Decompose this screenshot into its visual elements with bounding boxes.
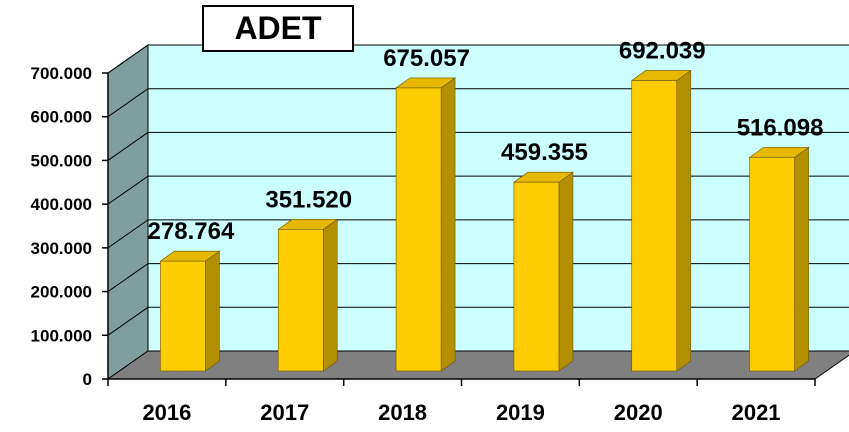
bar-side xyxy=(676,69,692,372)
bar-side xyxy=(205,250,220,372)
gridline xyxy=(107,306,849,336)
bar-side xyxy=(794,146,809,372)
y-tick-label: 200.000 xyxy=(31,283,92,302)
x-tick-label: 2020 xyxy=(614,400,663,425)
bar xyxy=(277,229,324,372)
value-label: 459.355 xyxy=(501,139,588,166)
value-labels: 278.764 351.520 675.057 459.355 692.039 516.0… xyxy=(148,37,824,245)
gridline xyxy=(107,131,849,161)
x-axis-ticks: 2016 2017 2018 2019 2020 2021 xyxy=(107,378,816,425)
gridline xyxy=(107,88,849,118)
y-tick-label: 0 xyxy=(83,370,92,389)
value-label: 516.098 xyxy=(737,114,824,141)
gridline xyxy=(107,219,849,249)
y-tick-label: 100.000 xyxy=(31,326,92,345)
gridline xyxy=(107,175,849,205)
bars xyxy=(159,69,810,372)
x-tick-label: 2016 xyxy=(142,400,191,425)
bar xyxy=(160,260,206,372)
value-label: 692.039 xyxy=(619,37,706,64)
value-label: 278.764 xyxy=(148,218,235,245)
bar xyxy=(631,80,678,372)
bar xyxy=(513,181,560,372)
y-tick-label: 600.000 xyxy=(31,108,92,127)
bar-side xyxy=(558,171,574,372)
y-tick-label: 500.000 xyxy=(31,151,92,170)
value-label: 675.057 xyxy=(383,45,470,72)
gridline xyxy=(107,44,849,74)
bar-side xyxy=(322,218,338,372)
value-label: 351.520 xyxy=(265,186,352,213)
gridline xyxy=(107,263,849,292)
x-tick-label: 2017 xyxy=(260,400,309,425)
back-wall xyxy=(147,44,849,352)
bar xyxy=(395,87,442,372)
side-wall xyxy=(107,44,149,380)
x-tick-label: 2019 xyxy=(496,400,545,425)
bar xyxy=(749,157,795,372)
y-tick-label: 300.000 xyxy=(31,239,92,258)
y-axis-ticks: 0 100.000 200.000 300.000 400.000 500.000 600.… xyxy=(31,64,109,389)
gridlines xyxy=(107,44,849,336)
chart-title-text: ADET xyxy=(234,10,322,46)
chart-title: ADET xyxy=(202,5,354,52)
y-tick-label: 700.000 xyxy=(31,64,92,83)
x-tick-label: 2018 xyxy=(378,400,427,425)
x-tick-label: 2021 xyxy=(732,400,781,425)
bar-side xyxy=(440,77,456,372)
y-tick-label: 400.000 xyxy=(31,195,92,214)
